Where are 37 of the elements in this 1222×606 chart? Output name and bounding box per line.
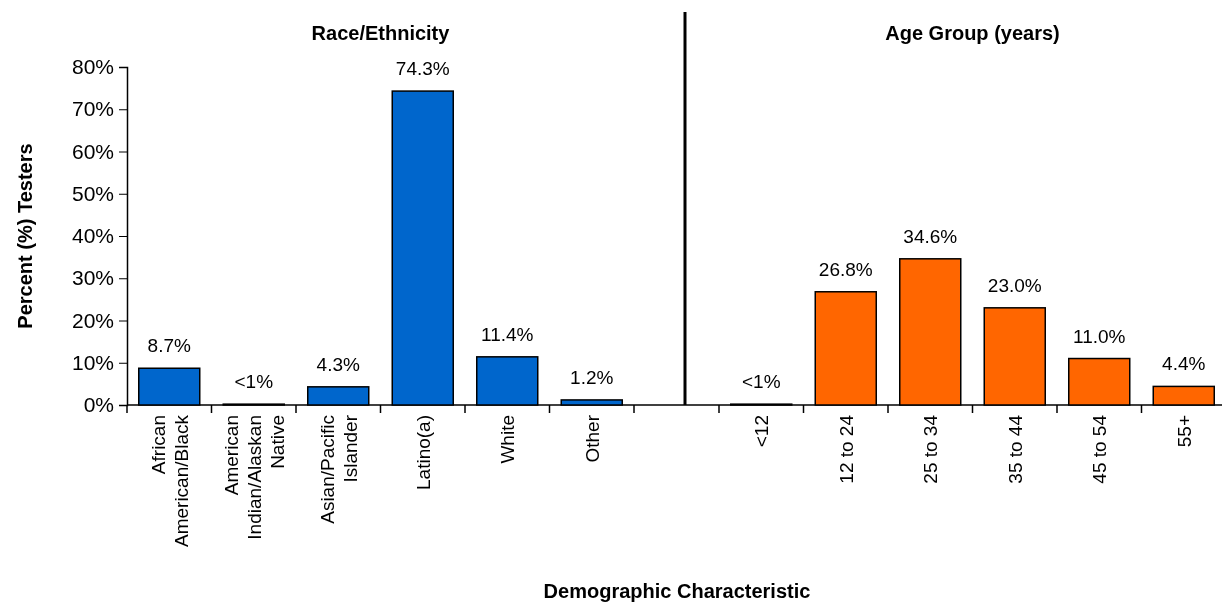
y-tick-label: 0% <box>83 393 114 417</box>
y-tick-label: 60% <box>71 139 114 163</box>
data-label: 4.4% <box>1162 353 1206 375</box>
data-label: 74.3% <box>395 58 450 80</box>
y-tick-label: 10% <box>71 350 114 374</box>
data-label: 26.8% <box>818 258 873 280</box>
x-tick-label: 35 to 44 <box>1004 414 1026 484</box>
x-tick-label: White <box>497 415 519 464</box>
data-label: 11.4% <box>481 323 534 345</box>
x-tick-label: Asian/Pacific Islander <box>316 414 361 524</box>
y-tick-label: 40% <box>71 224 114 248</box>
x-tick-label: Other <box>581 414 603 463</box>
data-label: 4.3% <box>316 353 361 375</box>
x-axis-title: Demographic Characteristic <box>543 580 811 602</box>
x-tick-label: <12 <box>751 415 773 448</box>
data-label: 23.0% <box>987 274 1042 296</box>
x-tick-label: 25 to 34 <box>920 414 942 484</box>
x-tick-label: African American/Black <box>147 414 192 547</box>
y-tick-label: 20% <box>71 308 114 332</box>
data-label: <1% <box>234 371 274 393</box>
chart-title: Race/Ethnicity <box>311 22 451 44</box>
y-tick-label: 30% <box>71 266 114 290</box>
x-tick-label: 12 to 24 <box>835 414 857 484</box>
x-tick-label: American Indian/Alaskan Native <box>220 415 288 540</box>
data-label: 8.7% <box>147 335 192 357</box>
data-label: <1% <box>741 371 781 393</box>
y-tick-label: 70% <box>71 97 114 121</box>
y-tick-label: 50% <box>71 181 114 205</box>
data-label: 1.2% <box>570 366 614 388</box>
data-label: 11.0% <box>1073 325 1126 347</box>
x-tick-label: 45 to 54 <box>1089 414 1111 484</box>
chart-title: Age Group (years) <box>885 22 1060 44</box>
y-tick-label: 80% <box>71 55 114 79</box>
x-tick-label: Latino(a) <box>412 415 434 490</box>
y-axis-title: Percent (%) Testers <box>14 143 36 329</box>
data-label: 34.6% <box>903 225 958 247</box>
x-tick-label: 55+ <box>1173 415 1195 448</box>
